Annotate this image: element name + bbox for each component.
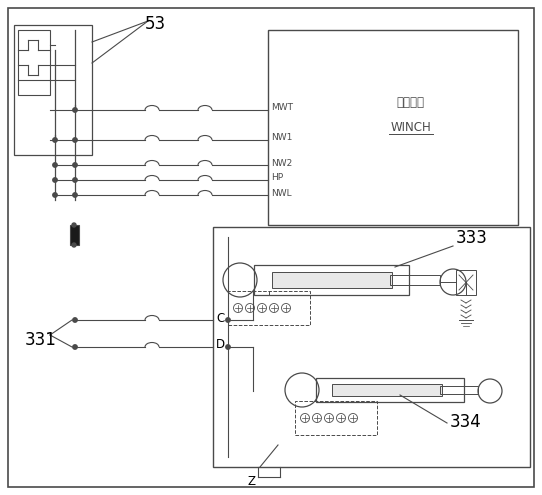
Bar [268,30,518,225]
Circle shape [73,318,77,322]
Circle shape [53,193,57,197]
Circle shape [53,178,57,182]
Text: NW1: NW1 [271,134,292,143]
Bar [456,270,476,295]
Text: HP: HP [271,174,283,183]
Circle shape [73,108,77,112]
Text: 331: 331 [25,331,57,349]
Circle shape [226,345,230,349]
Bar [228,291,310,325]
Bar [70,225,79,245]
Bar [272,272,392,288]
Text: 333: 333 [456,229,488,247]
Text: C: C [216,311,224,325]
Circle shape [73,138,77,142]
Text: 绩车系统: 绩车系统 [397,96,424,108]
Circle shape [53,163,57,167]
Bar [332,384,442,396]
Circle shape [53,138,57,142]
Bar [316,378,464,402]
Text: 334: 334 [450,413,482,431]
Bar [254,265,409,295]
Text: MWT: MWT [271,103,293,112]
Text: NWL: NWL [271,189,292,198]
Text: NW2: NW2 [271,158,292,167]
Text: Z: Z [248,475,256,488]
Text: D: D [216,339,225,351]
Circle shape [73,345,77,349]
Circle shape [73,163,77,167]
Circle shape [73,178,77,182]
Circle shape [72,243,76,247]
Bar [14,25,92,155]
Bar [440,386,478,394]
Text: WINCH: WINCH [390,121,431,134]
Bar [295,401,377,435]
Bar [390,275,440,285]
Bar [213,227,530,467]
Text: 53: 53 [144,15,165,33]
Circle shape [72,223,76,227]
Bar [18,30,50,95]
Circle shape [226,318,230,322]
Circle shape [73,193,77,197]
